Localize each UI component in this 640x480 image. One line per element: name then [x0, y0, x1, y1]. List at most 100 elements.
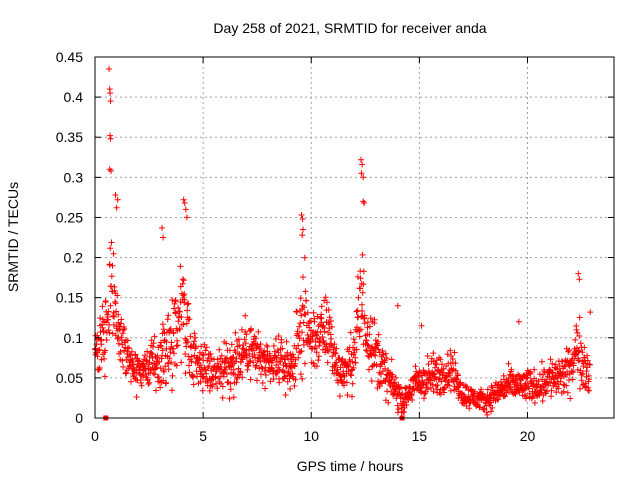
data-point — [322, 294, 329, 301]
data-point — [585, 376, 592, 383]
data-point — [219, 394, 226, 401]
data-point — [126, 344, 132, 351]
data-point — [138, 372, 145, 379]
data-point — [489, 404, 496, 411]
data-point — [355, 294, 362, 301]
data-point — [99, 324, 106, 331]
data-point — [241, 353, 248, 360]
data-point — [207, 351, 214, 357]
data-point — [266, 350, 273, 357]
data-point — [547, 356, 554, 363]
data-point — [564, 389, 571, 396]
data-point — [447, 347, 454, 354]
data-point — [514, 379, 521, 386]
data-point — [160, 368, 167, 375]
data-point — [357, 275, 364, 282]
data-point — [325, 348, 332, 355]
data-point — [292, 376, 299, 383]
data-point-peak — [181, 200, 188, 206]
data-point — [373, 362, 380, 369]
data-point — [172, 310, 179, 317]
data-points — [92, 66, 594, 421]
data-point — [478, 386, 485, 393]
y-tick-label: 0.15 — [56, 290, 83, 306]
data-point — [577, 385, 583, 392]
data-point — [230, 394, 237, 401]
data-point-peak — [107, 98, 114, 105]
data-point — [159, 347, 166, 354]
data-point — [424, 353, 431, 359]
x-axis-ticks: 0 5 10 15 20 — [91, 57, 535, 444]
data-point — [314, 313, 321, 320]
data-point — [102, 299, 109, 306]
data-point — [146, 359, 153, 366]
data-point — [408, 392, 415, 399]
data-point — [352, 354, 359, 361]
data-point — [182, 351, 189, 357]
data-point — [117, 348, 124, 355]
data-point — [549, 360, 556, 367]
data-point — [360, 268, 367, 275]
y-tick-label: 0.1 — [64, 330, 84, 346]
data-point — [576, 348, 582, 355]
data-point — [354, 273, 361, 280]
data-point — [105, 327, 112, 334]
data-point — [196, 355, 203, 362]
data-point — [447, 372, 454, 379]
data-point — [258, 371, 264, 378]
data-point — [347, 329, 354, 336]
data-point — [368, 378, 375, 384]
data-point — [434, 382, 441, 389]
data-point — [344, 392, 351, 398]
data-point — [202, 347, 209, 354]
data-point — [402, 385, 409, 392]
data-point — [373, 341, 380, 348]
data-point — [197, 378, 204, 385]
data-point-peak — [515, 318, 522, 325]
data-point — [106, 329, 113, 336]
data-point — [186, 362, 192, 369]
data-point — [223, 354, 230, 361]
data-point — [548, 393, 555, 400]
data-point — [336, 393, 343, 400]
data-point — [311, 318, 318, 325]
data-point — [247, 376, 254, 383]
data-point — [153, 387, 159, 394]
y-axis-ticks: 0 0.05 0.1 0.15 0.2 0.25 0.3 0.35 0.4 0.45 — [56, 49, 614, 426]
data-point — [466, 405, 473, 412]
data-point — [384, 388, 391, 395]
data-point — [583, 368, 590, 375]
data-point — [324, 299, 330, 306]
data-point — [151, 333, 158, 340]
data-point — [101, 373, 108, 380]
data-point — [367, 315, 374, 322]
data-point — [306, 324, 313, 331]
data-point — [162, 363, 169, 370]
data-point — [155, 374, 162, 380]
data-point — [350, 336, 357, 343]
data-point — [576, 314, 583, 321]
data-point — [299, 375, 306, 382]
data-point — [173, 343, 180, 349]
data-point — [206, 363, 212, 370]
data-point — [298, 348, 305, 355]
data-point — [296, 323, 303, 330]
data-point — [142, 371, 149, 378]
data-point — [115, 319, 122, 326]
data-point — [586, 387, 593, 394]
data-point — [233, 355, 240, 362]
data-point — [315, 357, 322, 364]
data-point — [560, 388, 567, 395]
data-point — [245, 362, 252, 369]
data-point — [332, 362, 339, 369]
data-point — [399, 390, 406, 397]
data-point — [568, 368, 575, 374]
data-point — [385, 367, 392, 374]
data-point — [359, 289, 366, 296]
data-point — [204, 379, 211, 386]
data-point-peak — [106, 166, 113, 173]
data-point — [115, 340, 122, 347]
data-point — [239, 374, 246, 381]
data-point — [418, 385, 425, 392]
data-point — [259, 380, 266, 386]
